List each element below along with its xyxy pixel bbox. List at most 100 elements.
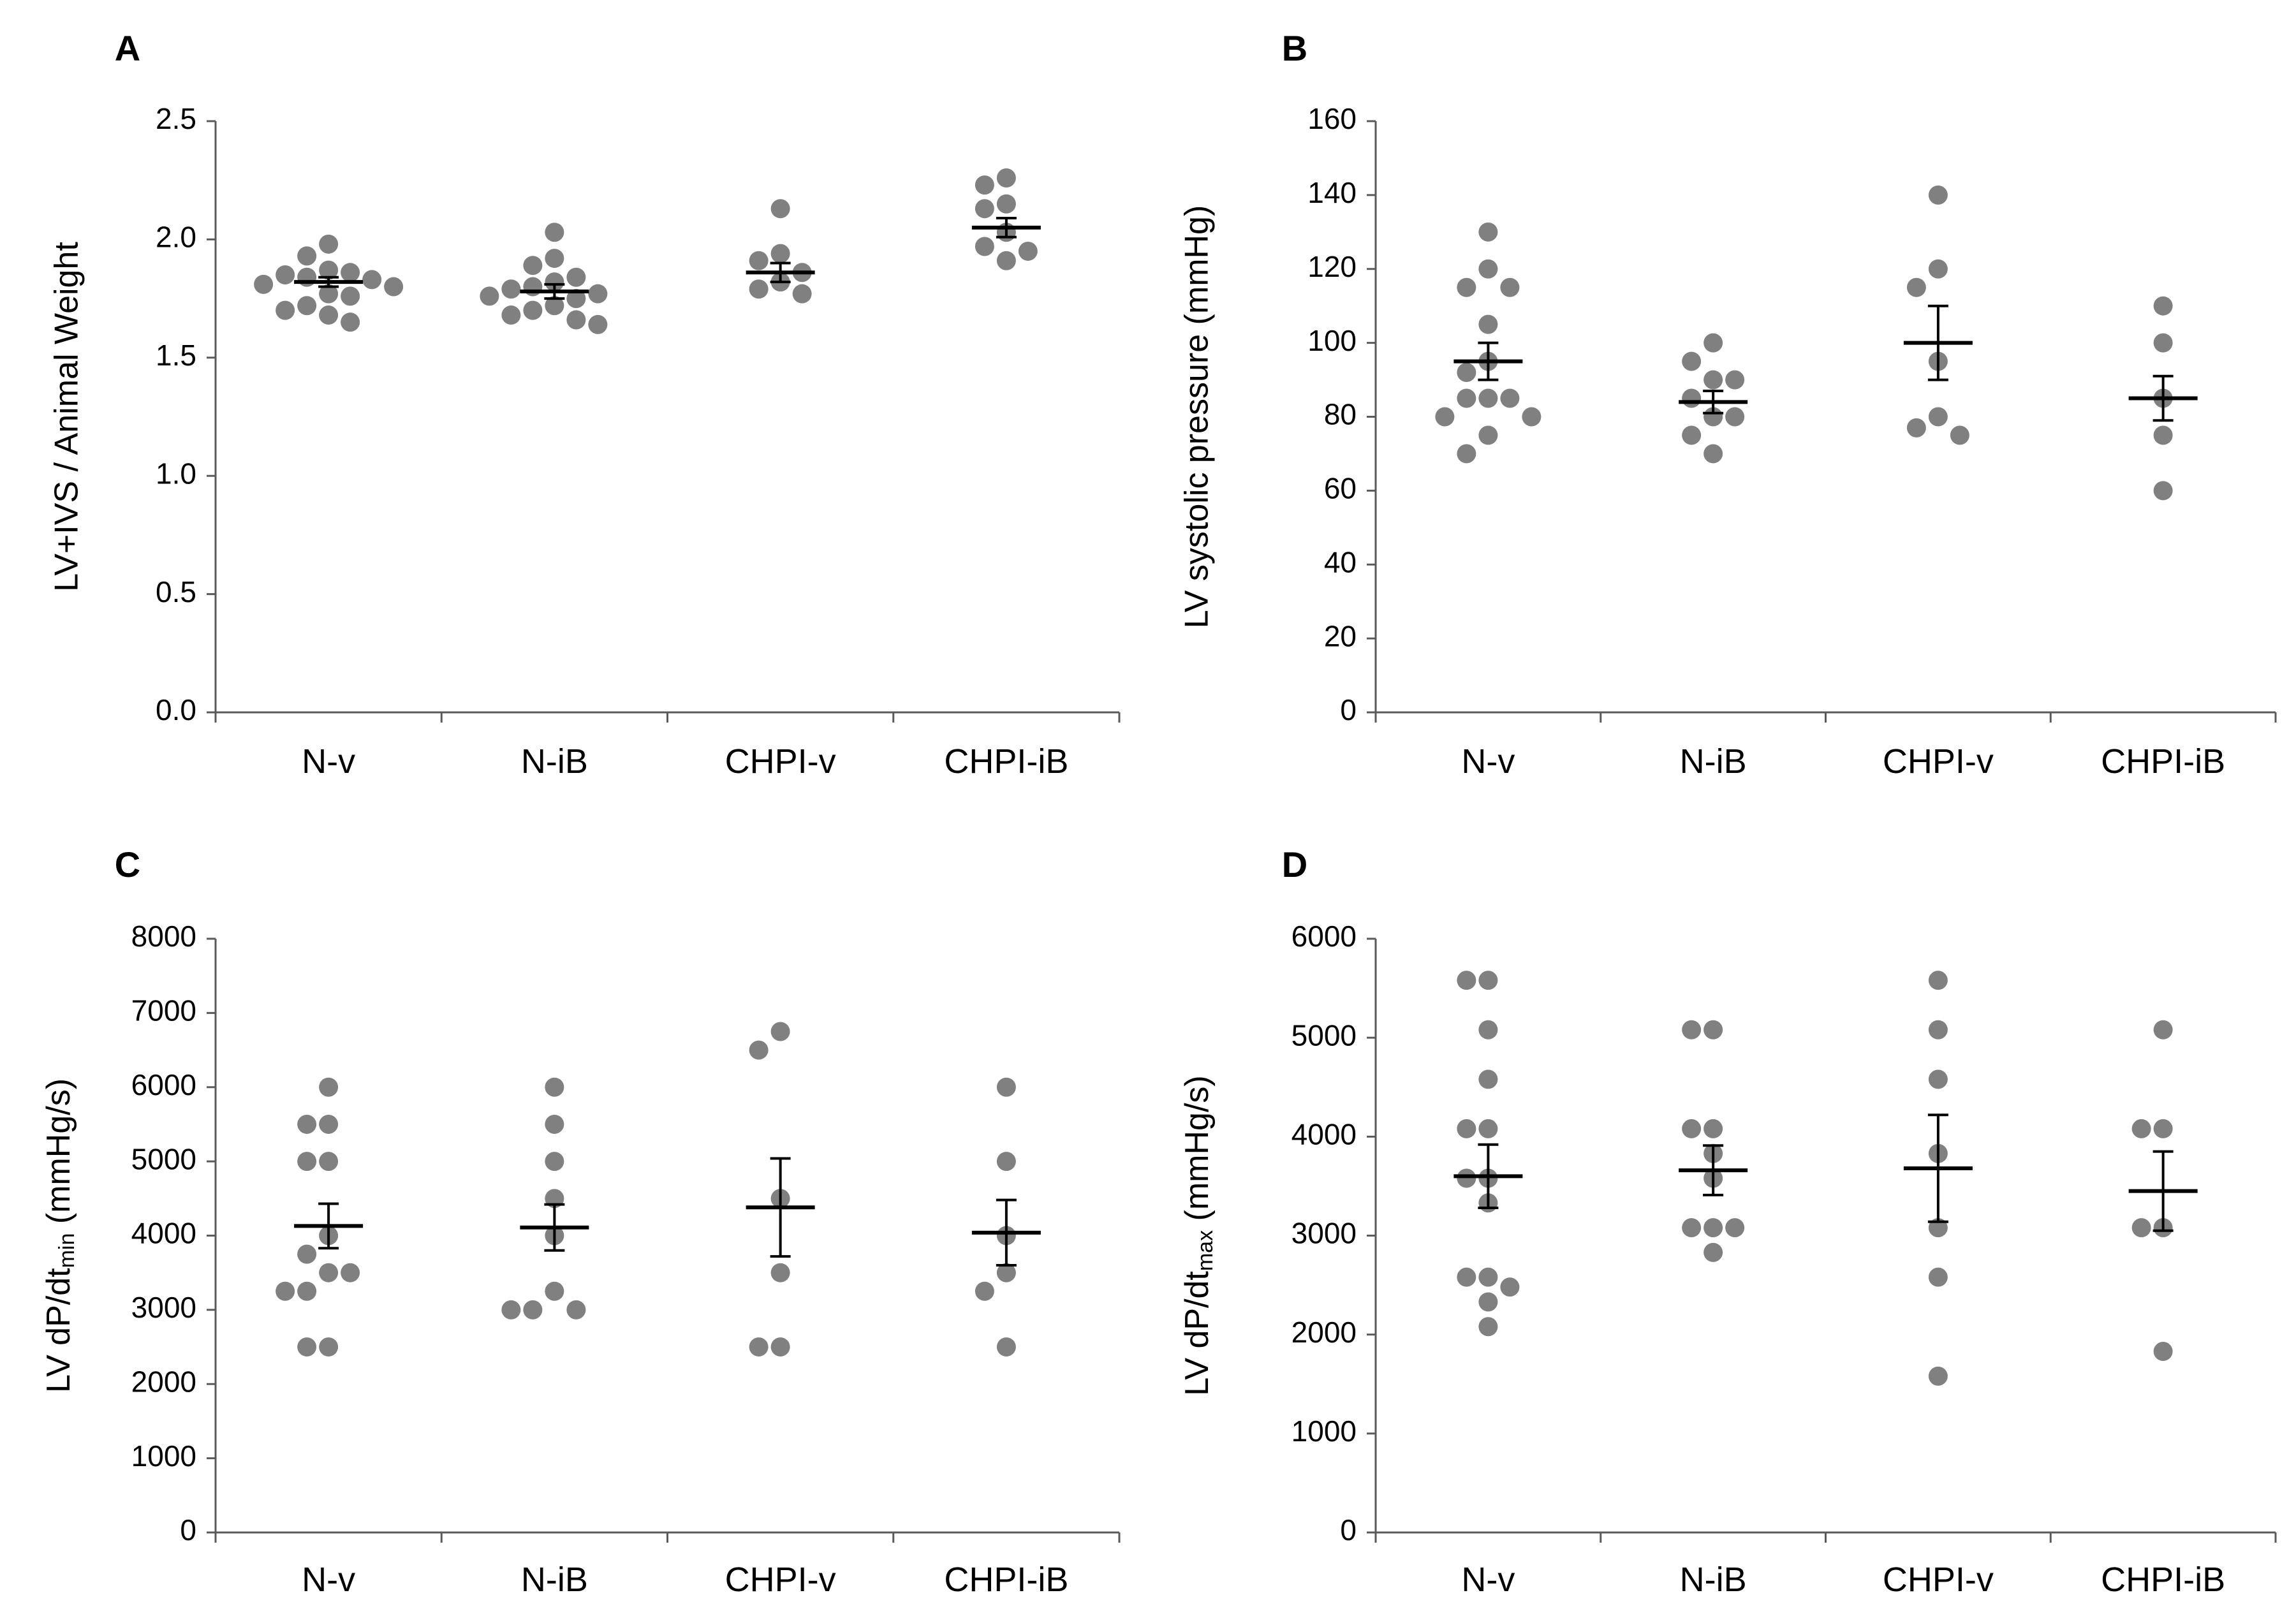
data-point [545,1077,564,1097]
y-tick-label: 1000 [1292,1414,1357,1448]
data-point [1928,971,1948,990]
data-point [1457,1267,1476,1287]
data-point [1457,444,1476,464]
data-point [1457,1119,1476,1138]
data-point [545,1114,564,1134]
data-point [523,256,543,276]
data-point [1682,351,1702,371]
data-point [501,305,521,325]
data-point [1682,388,1702,408]
y-tick-label: 8000 [131,920,196,953]
data-point [1457,277,1476,297]
data-point [996,168,1016,187]
data-point [996,1337,1016,1357]
data-point [501,1300,521,1319]
data-point [1500,388,1520,408]
data-point [2153,333,2173,353]
data-point [1478,1267,1498,1287]
data-point [996,1152,1016,1172]
y-tick-label: 2.0 [156,221,196,254]
y-tick-label: 2000 [131,1365,196,1398]
data-point [770,199,790,219]
data-point [1478,1119,1498,1138]
data-point [2153,481,2173,501]
data-point [362,270,382,290]
y-tick-label: 20 [1324,619,1357,652]
y-axis-title: LV+IVS / Animal Weight [48,242,85,592]
data-point [319,1152,339,1172]
data-point [1478,1317,1498,1337]
y-tick-label: 7000 [131,994,196,1027]
data-point [297,1281,317,1301]
data-point [1928,407,1948,427]
data-point [523,277,543,297]
data-point [319,1263,339,1282]
data-point [1478,222,1498,242]
data-point [319,234,339,254]
data-point [297,1337,317,1357]
data-point [1478,1020,1498,1040]
y-tick-label: 140 [1307,176,1357,209]
data-point [566,289,586,309]
category-label: CHPI-iB [944,742,1068,781]
data-point [297,1152,317,1172]
data-point [749,251,769,270]
data-point [975,175,994,195]
data-point [1928,1366,1948,1386]
y-tick-label: 0 [1340,693,1357,726]
data-point [996,251,1016,270]
data-point [1906,418,1926,437]
data-point [1928,1069,1948,1089]
data-point [1682,425,1702,445]
data-point [1522,407,1542,427]
data-point [1457,1168,1476,1188]
data-point [1928,185,1948,205]
data-point [1457,971,1476,990]
data-point [1682,1218,1702,1238]
panel-letter: A [115,28,140,68]
y-axis-title: LV dP/dtmin (mmHg/s) [40,1078,79,1393]
y-tick-label: 3000 [1292,1217,1357,1250]
category-label: N-iB [1680,1561,1747,1599]
data-point [297,1114,317,1134]
data-point [1725,1218,1745,1238]
data-point [480,286,499,306]
data-point [545,249,564,268]
data-point [2153,1119,2173,1138]
data-point [2153,425,2173,445]
y-tick-label: 2.5 [156,102,196,135]
category-label: CHPI-v [1883,1561,1994,1599]
data-point [1457,388,1476,408]
data-point [341,1263,360,1282]
data-point [297,1244,317,1264]
data-point [1906,277,1926,297]
data-point [2131,1119,2151,1138]
data-point [1457,362,1476,382]
data-point [1704,444,1723,464]
data-point [975,237,994,256]
data-point [545,1281,564,1301]
data-point [276,265,295,285]
data-point [1928,1020,1948,1040]
data-point [2153,296,2173,316]
data-point [319,260,339,280]
category-label: CHPI-v [1883,742,1994,781]
data-point [996,194,1016,214]
data-point [996,1077,1016,1097]
data-point [341,263,360,283]
data-point [975,199,994,219]
data-point [1682,1020,1702,1040]
data-point [341,312,360,332]
y-tick-label: 3000 [131,1291,196,1324]
data-point [770,1263,790,1282]
panel-a: A 0.0 0.5 1.0 1.5 2.0 2.5 N-v N-iB CHPI-v CHPI-iB L… [48,28,1121,781]
panel-letter: B [1282,28,1307,68]
data-point [319,1077,339,1097]
y-tick-label: 0 [1340,1513,1357,1547]
data-point [770,244,790,263]
data-point [523,1300,543,1319]
data-point [1950,425,1969,445]
data-point [1704,333,1723,353]
y-axis-title: LV systolic pressure (mmHg) [1179,205,1216,629]
category-label: CHPI-iB [2101,1561,2225,1599]
